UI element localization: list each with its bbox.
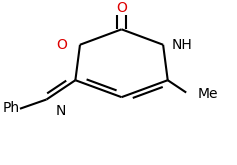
Text: O: O [56,38,67,52]
Text: NH: NH [171,38,192,52]
Text: Ph: Ph [3,101,20,115]
Text: O: O [116,1,127,15]
Text: Me: Me [198,87,218,101]
Text: N: N [56,104,66,118]
